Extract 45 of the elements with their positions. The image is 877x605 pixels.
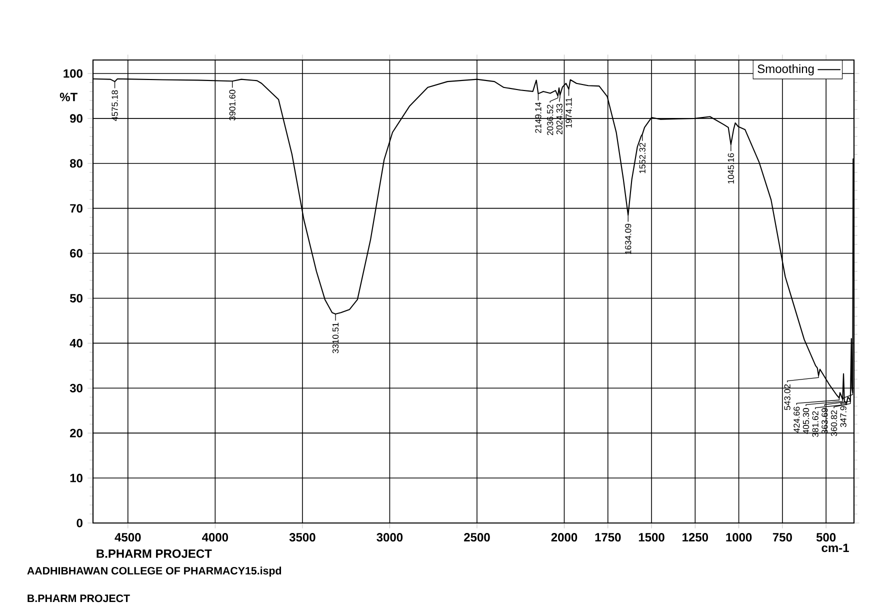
- annotation: 405.30: [802, 408, 810, 434]
- y-tick-label: 30: [70, 384, 82, 392]
- x-tick-label: 2000: [551, 533, 578, 542]
- y-tick-label: 20: [70, 428, 82, 438]
- annotation: 1634.09: [625, 224, 632, 254]
- annotation: 4575.18: [112, 90, 118, 122]
- x-tick-label: 3500: [289, 533, 316, 542]
- y-tick-label: 0: [76, 518, 82, 528]
- annotation: 3901.60: [229, 90, 236, 120]
- x-tick-label: 4500: [114, 533, 141, 542]
- y-tick-label: 50: [70, 294, 82, 302]
- y-tick-label: 40: [70, 338, 82, 348]
- text: B.PHARM PROJECT: [28, 594, 130, 602]
- annotation: 1974.11: [566, 98, 572, 128]
- y-tick-label: 60: [70, 249, 82, 258]
- x-tick-label: 4000: [202, 533, 228, 542]
- annotation: 381.62: [812, 411, 818, 438]
- annotation: 424.66: [794, 406, 800, 433]
- x-tick-label: 500: [816, 533, 836, 542]
- y-tick-label: 10: [70, 474, 82, 482]
- annotation: 543.02: [784, 384, 790, 410]
- x-tick-label: 1000: [726, 533, 752, 542]
- annotation: 2036.52: [547, 104, 554, 136]
- x-tick-label: 1750: [595, 533, 621, 542]
- y-axis-title: %T: [60, 92, 78, 102]
- annotation: 1552.32: [639, 142, 646, 174]
- annotation: 363.69: [822, 408, 828, 434]
- y-tick-label: 80: [70, 159, 82, 168]
- annotation: 2149.14: [535, 102, 542, 133]
- annotation: 2024.33: [556, 104, 562, 134]
- text: B.PHARM PROJECT: [96, 549, 212, 558]
- x-tick-label: 1500: [638, 533, 664, 542]
- legend-label: Smoothing: [758, 64, 814, 76]
- y-tick-label: 70: [70, 204, 82, 213]
- x-tick-label: 3000: [376, 533, 403, 542]
- x-axis-title: cm-1: [822, 544, 849, 552]
- y-tick-label: 90: [70, 114, 82, 123]
- text: AADHIBHAWAN COLLEGE OF PHARMACY15.ispd: [27, 566, 282, 577]
- x-tick-label: 2500: [464, 533, 490, 542]
- y-tick-label: 100: [64, 69, 82, 78]
- annotation: 360.82: [830, 410, 838, 436]
- annotation: 1045.16: [728, 153, 734, 184]
- x-tick-label: 1250: [682, 533, 708, 542]
- x-tick-label: 750: [772, 533, 792, 542]
- annotation: 3310.51: [332, 322, 339, 354]
